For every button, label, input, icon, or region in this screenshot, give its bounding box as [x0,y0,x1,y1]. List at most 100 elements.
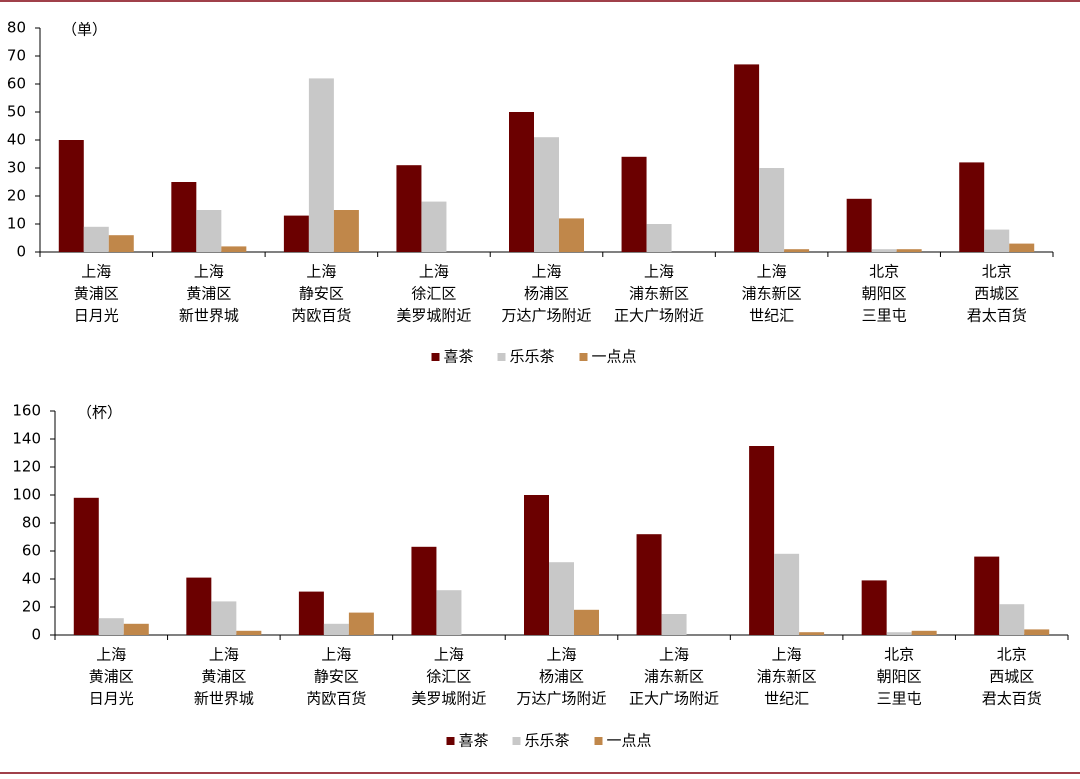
x-tick-label: 徐汇区 [411,285,456,303]
legend-swatch [594,737,603,745]
bar [83,226,109,252]
x-tick-label: 北京 [997,646,1027,664]
legend-swatch [497,353,506,361]
x-tick-label: 徐汇区 [426,668,471,686]
x-tick-label: 世纪汇 [764,690,809,708]
x-tick-label: 新世界城 [194,690,254,708]
bar [73,497,99,635]
unit-label: （单） [62,21,107,39]
bar [236,630,262,635]
x-tick-label: 杨浦区 [539,668,584,686]
bar [621,156,647,252]
bar [333,210,359,252]
x-tick-label: 杨浦区 [524,285,569,303]
bar [959,162,985,252]
x-tick-label: 浦东新区 [742,285,802,303]
x-tick-label: 芮欧百货 [306,690,366,708]
y-tick-label: 30 [7,159,26,177]
x-tick-label: 日月光 [89,690,134,708]
bar [348,612,374,635]
x-tick-label: 君太百货 [982,690,1042,708]
bar [549,562,574,635]
y-tick-label: 20 [22,598,41,616]
bar [171,182,197,252]
y-tick-label: 50 [7,103,26,121]
bar [846,198,872,252]
x-tick-label: 美罗城附近 [411,690,486,708]
bar [534,137,559,252]
bar [886,632,912,635]
x-tick-label: 黄浦区 [74,285,119,303]
bar [559,218,584,252]
x-tick-label: 黄浦区 [186,285,231,303]
bar [98,618,124,635]
bar [861,580,887,635]
x-tick-label: 万达广场附近 [501,307,591,325]
bar [298,591,324,635]
y-tick-label: 60 [22,542,41,560]
x-tick-label: 正大广场附近 [614,307,704,325]
x-tick-label: 上海 [306,263,336,281]
x-tick-label: 上海 [772,646,802,664]
x-tick-label: 上海 [194,263,224,281]
y-tick-label: 80 [22,514,41,532]
bar [58,140,84,252]
bar [749,446,775,635]
bar [984,229,1010,252]
bar [636,534,662,635]
x-tick-label: 君太百货 [967,307,1027,325]
y-tick-label: 40 [22,570,41,588]
y-tick-label: 120 [12,458,41,476]
x-tick-label: 上海 [419,263,449,281]
legend-label: 喜茶 [459,732,489,750]
x-tick-label: 上海 [659,646,689,664]
x-tick-label: 北京 [869,263,899,281]
bar [784,249,810,252]
x-tick-label: 朝阳区 [877,668,922,686]
bar [646,224,672,252]
legend-swatch [579,353,588,361]
bar [799,632,825,635]
legend-label: 喜茶 [444,348,474,366]
y-tick-label: 70 [7,47,26,65]
bar [974,556,1000,635]
legend-swatch [446,737,455,745]
bar [509,112,534,252]
x-tick-label: 三里屯 [877,690,922,708]
bar [196,210,222,252]
x-tick-label: 静安区 [299,285,344,303]
bar [421,201,447,252]
bar [411,546,437,635]
x-tick-label: 三里屯 [862,307,907,325]
legend-label: 一点点 [607,732,652,750]
legend-label: 乐乐茶 [510,348,555,366]
y-tick-label: 0 [16,243,26,261]
x-tick-label: 黄浦区 [201,668,246,686]
x-tick-label: 浦东新区 [757,668,817,686]
y-tick-label: 10 [7,215,26,233]
bar [734,64,760,253]
x-tick-label: 上海 [546,646,576,664]
legend-label: 一点点 [592,348,637,366]
x-tick-label: 上海 [434,646,464,664]
x-tick-label: 上海 [644,263,674,281]
x-tick-label: 正大广场附近 [629,690,719,708]
x-tick-label: 上海 [757,263,787,281]
bar [211,601,237,635]
bar [123,623,149,635]
bar [524,495,549,635]
x-tick-label: 上海 [81,263,111,281]
y-tick-label: 0 [31,626,41,644]
bar [661,614,687,635]
bar [759,168,785,252]
bar [186,577,212,635]
x-tick-label: 北京 [884,646,914,664]
bar [323,623,349,635]
x-tick-label: 世纪汇 [749,307,794,325]
x-tick-label: 上海 [531,263,561,281]
x-tick-label: 黄浦区 [89,668,134,686]
x-tick-label: 西城区 [989,668,1034,686]
bar [436,590,462,635]
y-tick-label: 40 [7,131,26,149]
x-tick-label: 美罗城附近 [396,307,471,325]
